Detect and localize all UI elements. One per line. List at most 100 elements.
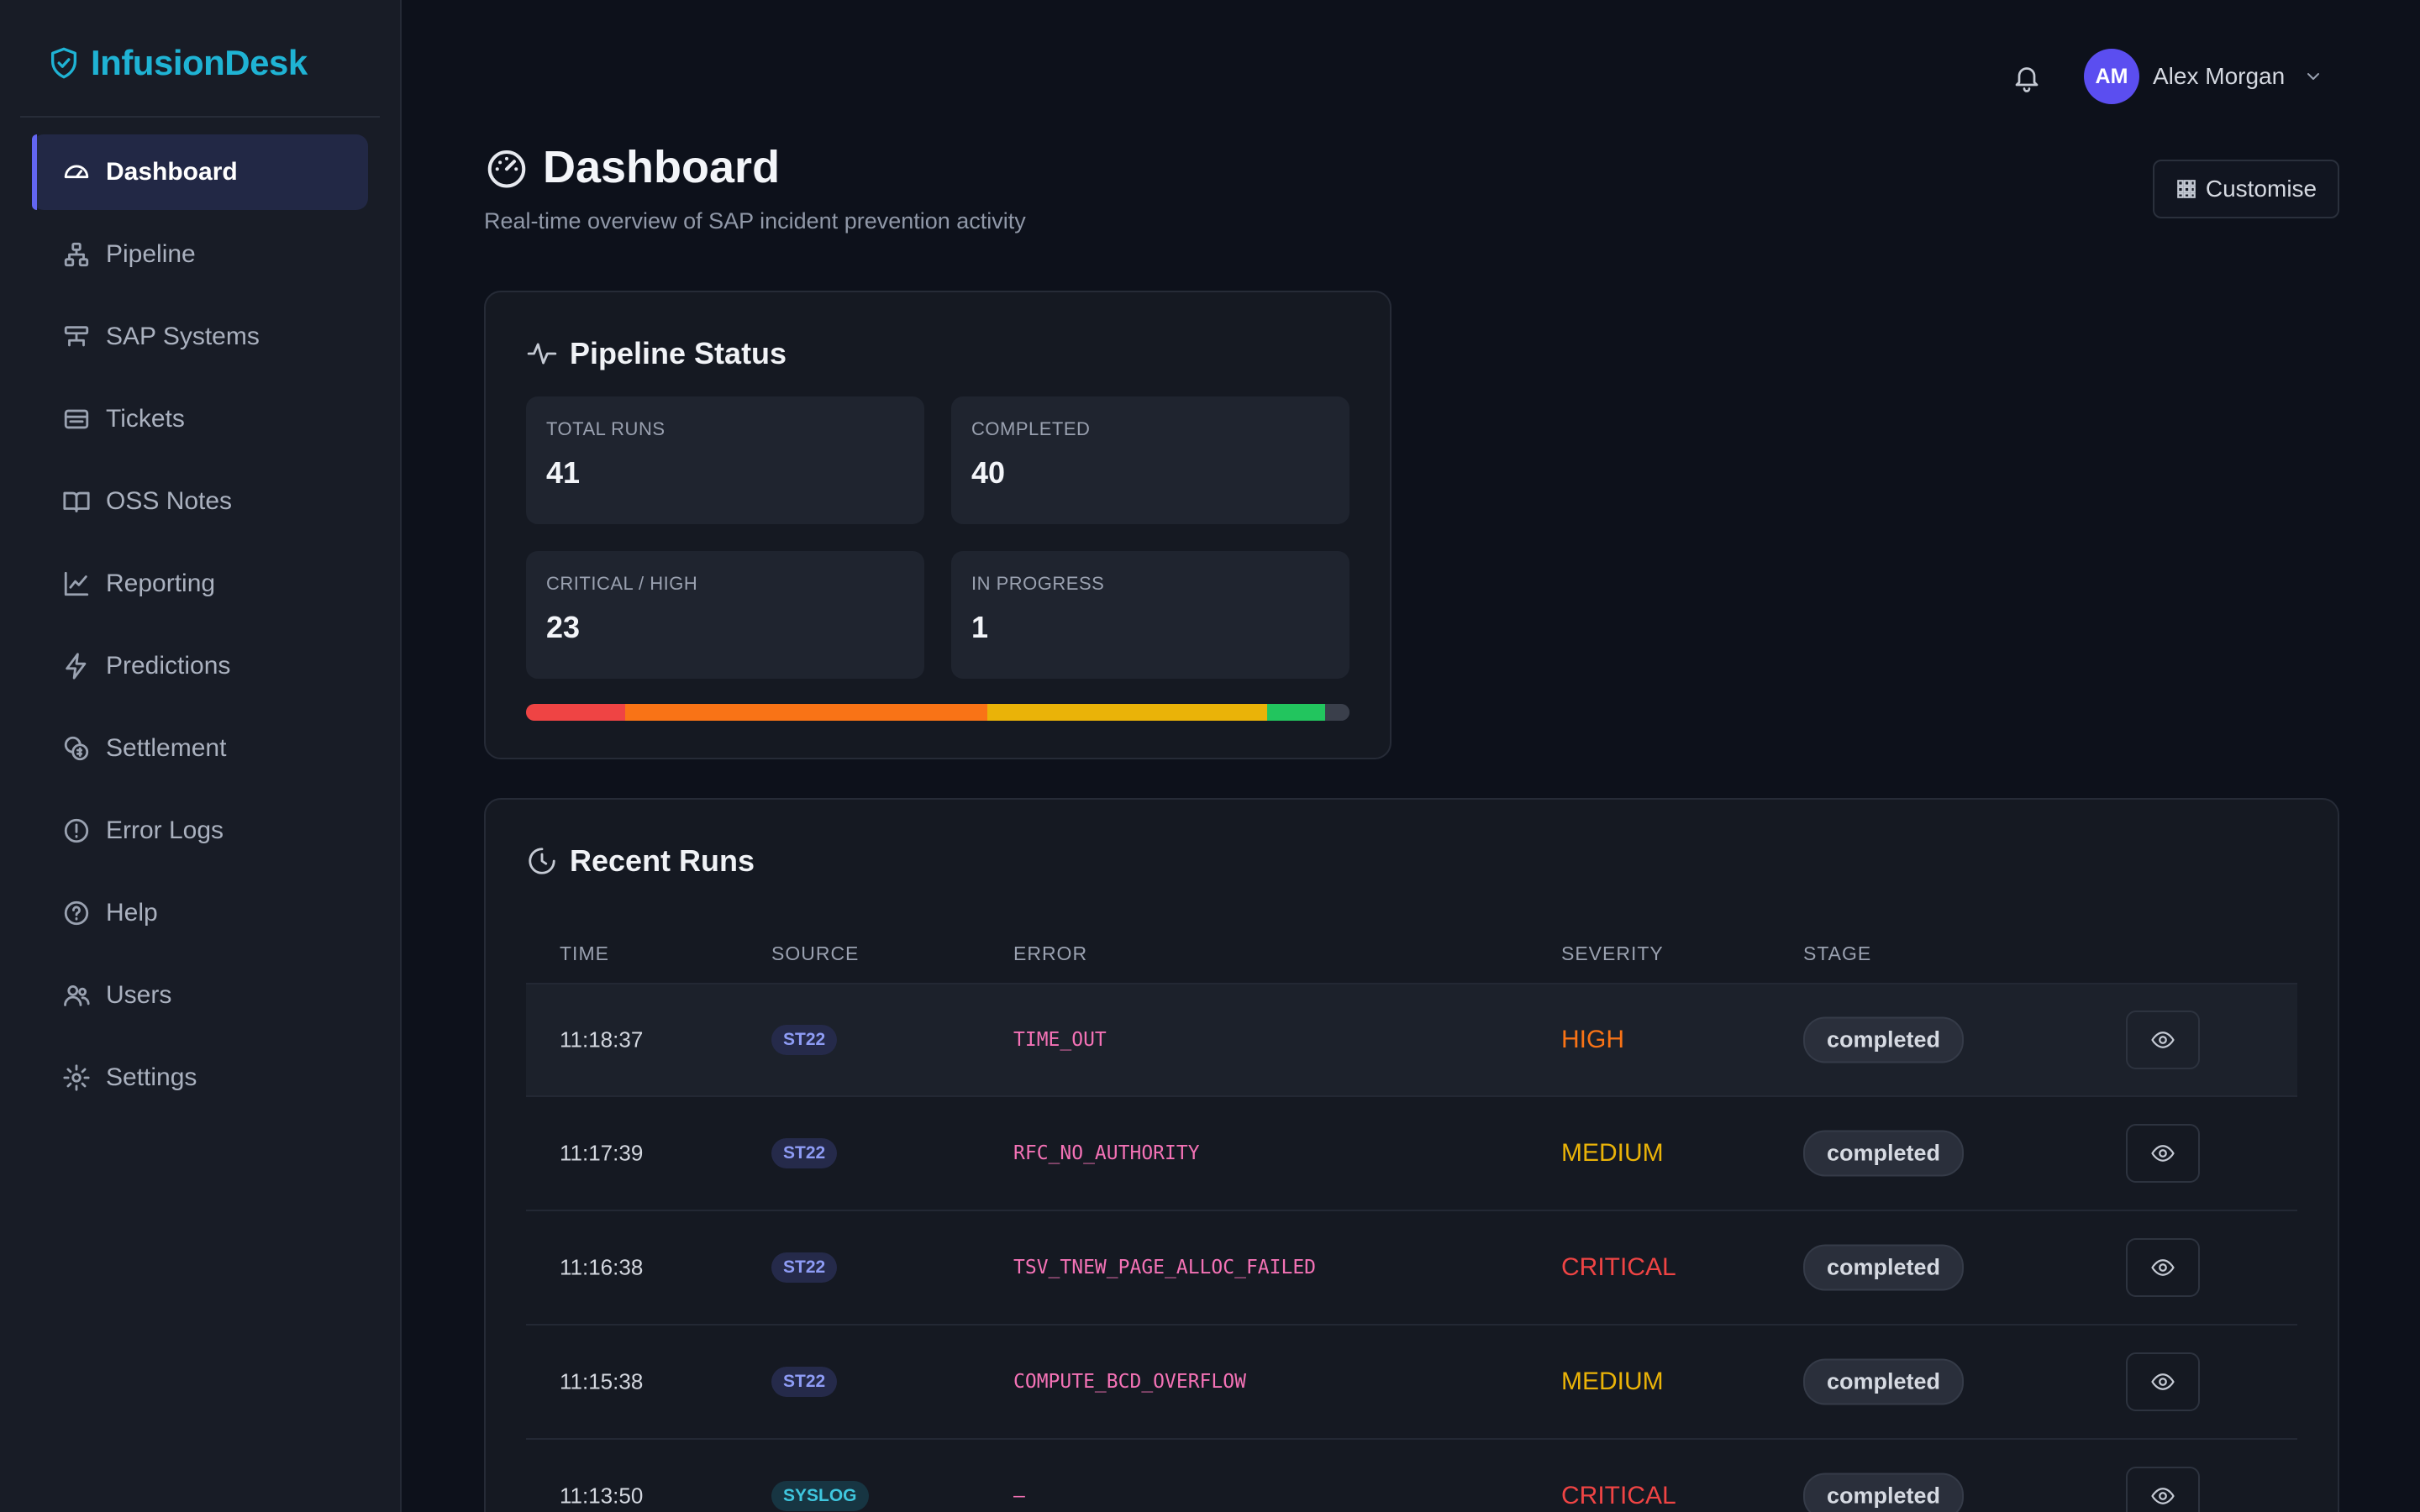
page-subtitle: Real-time overview of SAP incident preve… (484, 208, 1026, 234)
sidebar-item-label: Reporting (106, 570, 216, 597)
sidebar-item-settlement[interactable]: Settlement (32, 711, 368, 786)
sidebar-item-oss-notes[interactable]: OSS Notes (32, 464, 368, 539)
divider (20, 116, 380, 118)
column-header-stage[interactable]: STAGE (1803, 942, 1872, 964)
table-row[interactable]: 11:13:50 SYSLOG — CRITICAL completed (526, 1440, 2297, 1512)
stage-badge: completed (1803, 1016, 1965, 1063)
cell-action (2126, 1238, 2200, 1297)
brand[interactable]: InfusionDesk (47, 42, 308, 84)
table-header: TIME SOURCE ERROR SEVERITY STAGE (526, 924, 2297, 983)
sidebar-item-users[interactable]: Users (32, 958, 368, 1033)
cell-error: TIME_OUT (1013, 1029, 1107, 1051)
progress-segment (986, 704, 1267, 721)
column-header-severity[interactable]: SEVERITY (1561, 942, 1664, 964)
sidebar-item-pipeline[interactable]: Pipeline (32, 217, 368, 292)
card-title: Recent Runs (570, 843, 755, 878)
cell-severity: HIGH (1561, 1026, 1624, 1053)
source-badge: ST22 (771, 1252, 838, 1283)
user-name: Alex Morgan (2153, 63, 2286, 89)
chevron-down-icon (2303, 66, 2323, 87)
cell-severity: CRITICAL (1561, 1482, 1676, 1509)
view-run-button[interactable] (2126, 1352, 2200, 1411)
column-header-source[interactable]: SOURCE (771, 942, 860, 964)
view-run-button[interactable] (2126, 1011, 2200, 1069)
sidebar-item-settings[interactable]: Settings (32, 1040, 368, 1116)
view-run-button[interactable] (2126, 1467, 2200, 1512)
column-header-time[interactable]: TIME (560, 942, 609, 964)
cell-time: 11:15:38 (560, 1368, 644, 1394)
sidebar-item-label: Tickets (106, 405, 185, 433)
gauge-icon (62, 158, 91, 186)
avatar: AM (2084, 49, 2139, 104)
activity-icon (526, 338, 558, 370)
cell-source: ST22 (771, 1138, 838, 1168)
eye-icon (2151, 1488, 2175, 1504)
table-row[interactable]: 11:18:37 ST22 TIME_OUT HIGH completed (526, 983, 2297, 1097)
bell-icon[interactable] (2012, 60, 2042, 94)
progress-segment (624, 704, 987, 721)
cell-action (2126, 1467, 2200, 1512)
cell-error: — (1013, 1485, 1025, 1507)
table-row[interactable]: 11:16:38 ST22 TSV_TNEW_PAGE_ALLOC_FAILED… (526, 1211, 2297, 1326)
sidebar-item-error-logs[interactable]: Error Logs (32, 793, 368, 869)
card-header: Pipeline Status (526, 336, 786, 371)
eye-icon (2151, 1373, 2175, 1390)
cell-error: COMPUTE_BCD_OVERFLOW (1013, 1371, 1246, 1393)
alert-circle-icon (62, 816, 91, 845)
table-row[interactable]: 11:17:39 ST22 RFC_NO_AUTHORITY MEDIUM co… (526, 1097, 2297, 1211)
stage-badge: completed (1803, 1358, 1965, 1405)
stat-value: 1 (971, 610, 989, 644)
stat-in-progress: IN PROGRESS 1 (951, 551, 1349, 679)
cell-source: ST22 (771, 1252, 838, 1283)
source-badge: ST22 (771, 1025, 838, 1055)
cell-error: RFC_NO_AUTHORITY (1013, 1142, 1200, 1164)
stat-label: IN PROGRESS (971, 573, 1105, 594)
shield-check-icon (47, 45, 81, 81)
source-badge: SYSLOG (771, 1481, 869, 1511)
sidebar-item-reporting[interactable]: Reporting (32, 546, 368, 622)
customise-button[interactable]: Customise (2153, 160, 2339, 218)
sidebar-item-label: Users (106, 981, 172, 1009)
source-badge: ST22 (771, 1138, 838, 1168)
stage-badge: completed (1803, 1473, 1965, 1512)
cell-action (2126, 1124, 2200, 1183)
cell-stage: completed (1803, 1130, 1965, 1177)
eye-icon (2151, 1145, 2175, 1162)
cell-error: TSV_TNEW_PAGE_ALLOC_FAILED (1013, 1257, 1317, 1278)
ticket-icon (62, 405, 91, 433)
cell-action (2126, 1011, 2200, 1069)
cell-time: 11:18:37 (560, 1026, 644, 1053)
cell-time: 11:16:38 (560, 1254, 644, 1280)
eye-icon (2151, 1259, 2175, 1276)
sidebar-item-dashboard[interactable]: Dashboard (32, 134, 368, 210)
view-run-button[interactable] (2126, 1124, 2200, 1183)
sidebar-item-label: SAP Systems (106, 323, 260, 350)
cell-stage: completed (1803, 1358, 1965, 1405)
gauge-icon (484, 144, 529, 190)
stat-label: COMPLETED (971, 418, 1091, 439)
stat-value: 41 (546, 455, 581, 490)
cell-severity: MEDIUM (1561, 1368, 1664, 1395)
progress-segment (1324, 704, 1349, 721)
view-run-button[interactable] (2126, 1238, 2200, 1297)
gear-icon (62, 1063, 91, 1092)
sidebar-item-predictions[interactable]: Predictions (32, 628, 368, 704)
sidebar-item-label: Help (106, 899, 158, 927)
sidebar-item-help[interactable]: Help (32, 875, 368, 951)
cell-source: ST22 (771, 1025, 838, 1055)
sidebar-item-tickets[interactable]: Tickets (32, 381, 368, 457)
customise-label: Customise (2205, 176, 2317, 202)
cell-severity: MEDIUM (1561, 1139, 1664, 1167)
sidebar-item-sap-systems[interactable]: SAP Systems (32, 299, 368, 375)
stat-completed: COMPLETED 40 (951, 396, 1349, 524)
user-menu[interactable]: AM Alex Morgan (2084, 49, 2323, 104)
bolt-icon (62, 652, 91, 680)
stat-label: TOTAL RUNS (546, 418, 666, 439)
table-row[interactable]: 11:15:38 ST22 COMPUTE_BCD_OVERFLOW MEDIU… (526, 1326, 2297, 1440)
card-title: Pipeline Status (570, 336, 787, 370)
sidebar-item-label: Settings (106, 1063, 197, 1091)
sidebar-item-label: Pipeline (106, 240, 196, 268)
column-header-error[interactable]: ERROR (1013, 942, 1088, 964)
cell-time: 11:17:39 (560, 1140, 644, 1166)
stat-value: 40 (971, 455, 1006, 490)
